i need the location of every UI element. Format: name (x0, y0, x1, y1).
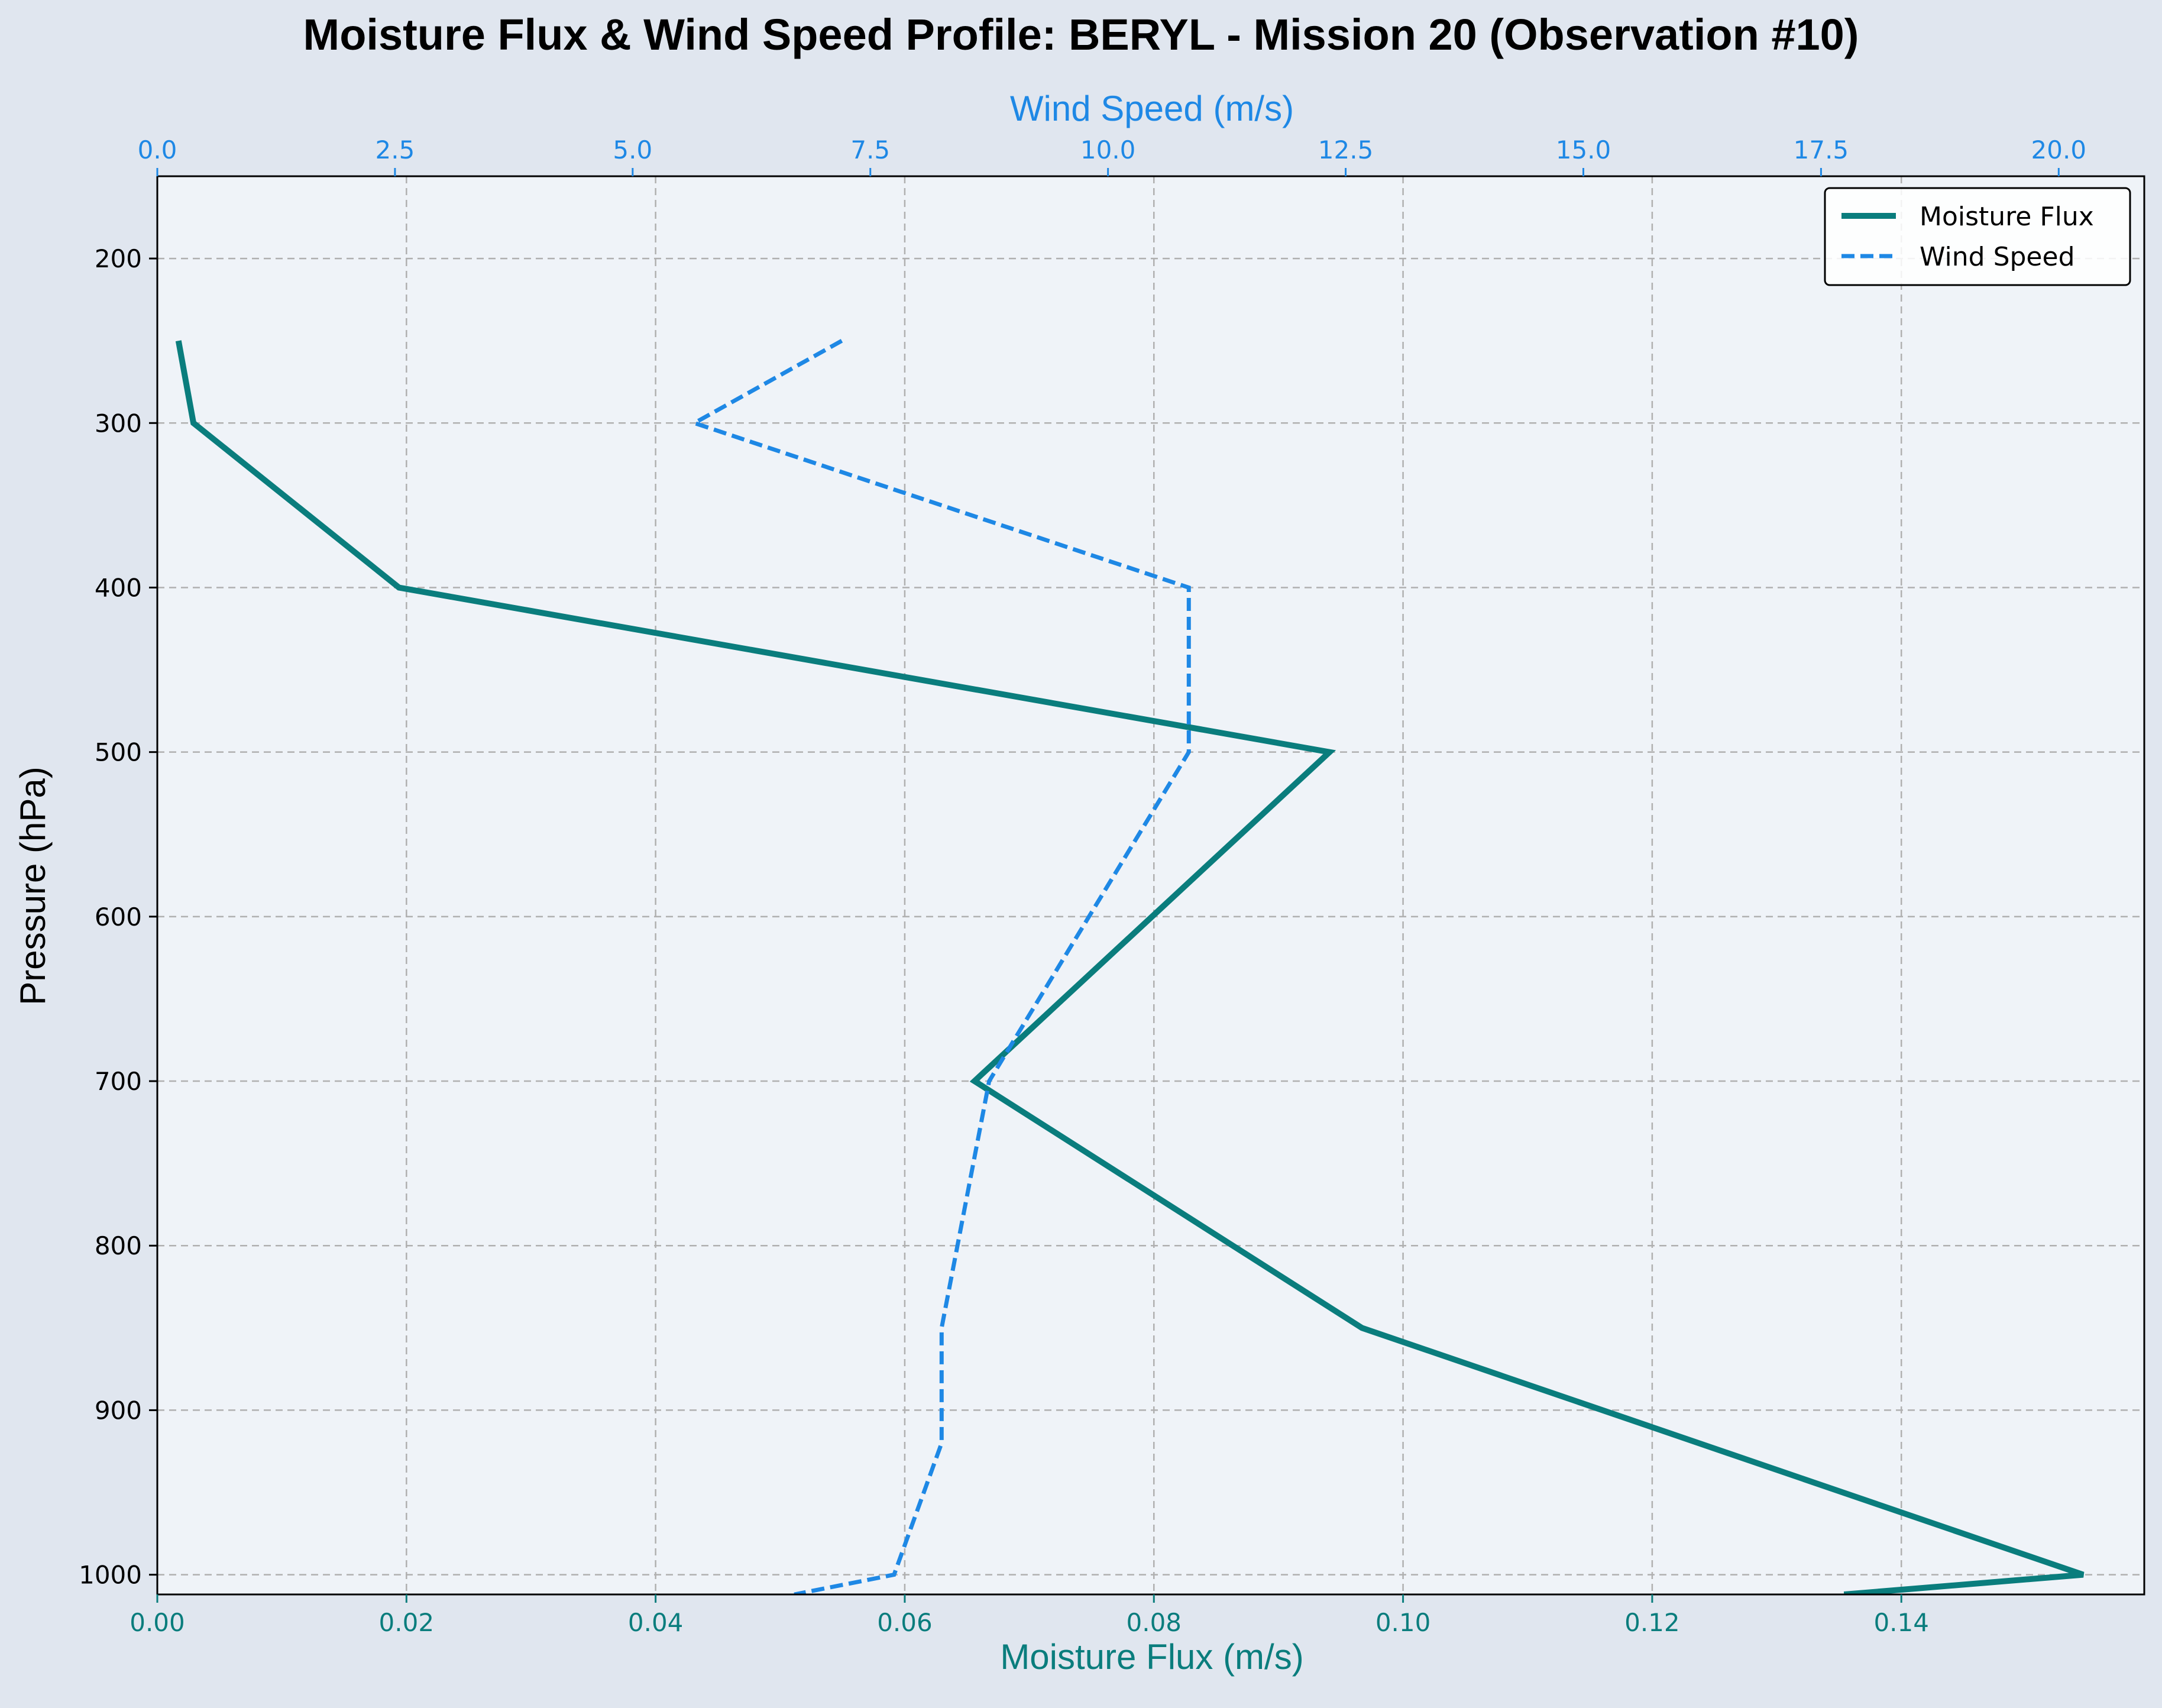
bottom-axis-tick-label: 0.04 (628, 1608, 684, 1637)
left-axis-tick-label: 500 (95, 738, 142, 767)
legend-label-wind-speed: Wind Speed (1920, 242, 2075, 272)
top-axis-tick-label: 20.0 (2031, 135, 2087, 164)
top-axis-tick-label: 0.0 (138, 135, 177, 164)
chart-title: Moisture Flux & Wind Speed Profile: BERY… (303, 10, 1859, 59)
bottom-axis-tick-label: 0.00 (130, 1608, 185, 1637)
bottom-axis-tick-label: 0.06 (877, 1608, 933, 1637)
series-line-wind-speed (689, 339, 1191, 1594)
legend-label-moisture-flux: Moisture Flux (1920, 202, 2094, 232)
bottom-axis-tick-label: 0.12 (1624, 1608, 1680, 1637)
left-axis-tick-label: 1000 (79, 1561, 142, 1590)
top-axis-tick-label: 10.0 (1080, 135, 1136, 164)
legend-box (1824, 187, 2131, 286)
top-axis-tick-label: 7.5 (850, 135, 890, 164)
left-axis-tick-label: 400 (95, 573, 142, 602)
left-axis-label: Pressure (hPa) (13, 766, 53, 1005)
plot-frame (156, 175, 2145, 1596)
left-axis-tick-label: 300 (95, 409, 142, 438)
series-line-moisture-flux (175, 340, 2085, 1594)
bottom-axis-label: Moisture Flux (m/s) (1000, 1637, 1303, 1677)
top-axis-tick-label: 17.5 (1794, 135, 1849, 164)
top-axis-tick-label: 5.0 (613, 135, 652, 164)
top-axis-tick-label: 2.5 (376, 135, 415, 164)
legend: Moisture Flux Wind Speed (1824, 187, 2131, 286)
top-axis-tick-label: 12.5 (1318, 135, 1374, 164)
left-axis-tick-label: 800 (95, 1231, 142, 1260)
plot-area (157, 176, 2144, 1594)
series-lines (175, 339, 2085, 1594)
grid-lines (157, 176, 2144, 1594)
bottom-axis-tick-label: 0.08 (1127, 1608, 1182, 1637)
left-axis-tick-label: 700 (95, 1067, 142, 1096)
left-axis-tick-label: 900 (95, 1396, 142, 1425)
axis-ticks: 0.00 0.02 0.04 0.06 0.08 0.10 0.12 0.14 0.0 2.5 5.… (79, 135, 2086, 1637)
left-axis-tick-label: 600 (95, 902, 142, 931)
top-axis-tick-label: 15.0 (1556, 135, 1611, 164)
left-axis-tick-label: 200 (95, 244, 142, 273)
bottom-axis-tick-label: 0.10 (1375, 1608, 1431, 1637)
bottom-axis-tick-label: 0.14 (1873, 1608, 1929, 1637)
bottom-axis-tick-label: 0.02 (379, 1608, 435, 1637)
top-axis-label: Wind Speed (m/s) (1010, 89, 1294, 128)
